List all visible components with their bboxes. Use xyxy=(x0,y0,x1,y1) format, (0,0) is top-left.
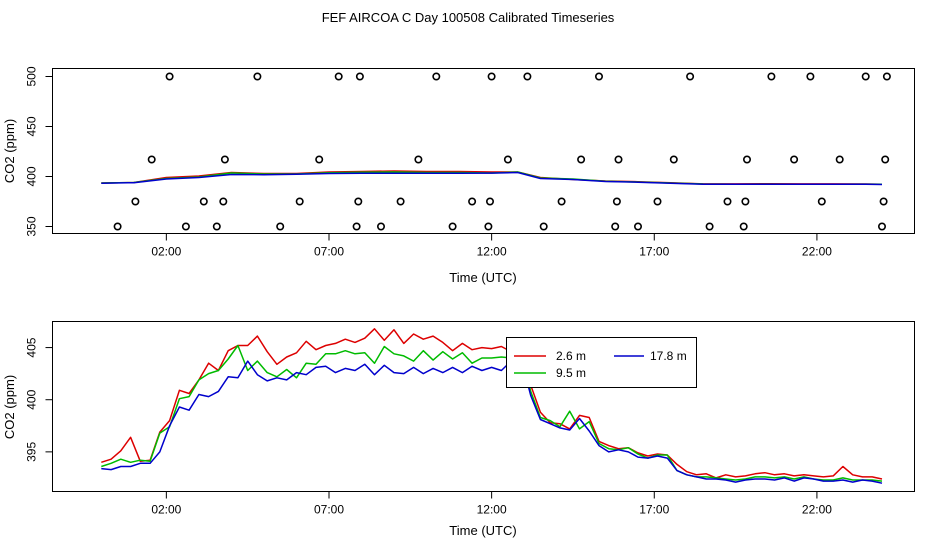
top-scatter-point xyxy=(741,197,750,206)
top-scatter-point xyxy=(376,222,385,231)
legend-label-17-8m: 17.8 m xyxy=(650,349,687,363)
bottom-x-tick-label: 07:00 xyxy=(314,503,344,517)
top-scatter-point xyxy=(882,72,891,81)
top-scatter-point xyxy=(611,222,620,231)
top-scatter-point xyxy=(219,197,228,206)
top-plot-frame xyxy=(52,68,915,234)
top-scatter-point xyxy=(220,155,229,164)
top-x-tick-label: 22:00 xyxy=(802,245,832,259)
top-x-axis: 02:00 07:00 12:00 17:00 22:00 xyxy=(151,233,832,259)
legend-label-2-6m: 2.6 m xyxy=(556,349,586,363)
top-scatter-point xyxy=(487,72,496,81)
top-scatter-point xyxy=(199,197,208,206)
top-scatter-point xyxy=(612,197,621,206)
top-scatter-point xyxy=(503,155,512,164)
top-scatter-point xyxy=(315,155,324,164)
top-scatter-point xyxy=(767,72,776,81)
legend-box xyxy=(506,337,697,388)
top-scatter-point xyxy=(705,222,714,231)
bottom-series-line-9-5-m xyxy=(101,344,883,482)
top-scatter-point xyxy=(131,197,140,206)
top-panel: 02:00 07:00 12:00 17:00 22:00 350 400 450 500 T… xyxy=(2,66,915,285)
bottom-x-tick-label: 17:00 xyxy=(639,503,669,517)
top-scatter-point xyxy=(165,72,174,81)
bottom-x-axis-title: Time (UTC) xyxy=(449,523,516,538)
top-scatter-point xyxy=(485,197,494,206)
bottom-y-tick-label: 395 xyxy=(25,442,39,462)
top-scatter-point xyxy=(881,155,890,164)
top-scatter-point xyxy=(396,197,405,206)
top-y-tick-label: 400 xyxy=(25,166,39,186)
top-x-tick-label: 02:00 xyxy=(151,245,181,259)
bottom-plot-frame xyxy=(52,321,915,492)
top-x-axis-title: Time (UTC) xyxy=(449,270,516,285)
top-scatter-point xyxy=(334,72,343,81)
top-scatter-point xyxy=(523,72,532,81)
top-scatter-point xyxy=(276,222,285,231)
top-series-line-17-8-m xyxy=(101,171,883,186)
top-scatter-point xyxy=(686,72,695,81)
chart-title: FEF AIRCOA C Day 100508 Calibrated Times… xyxy=(322,10,615,25)
bottom-panel: 02:00 07:00 12:00 17:00 22:00 395 400 405 Time… xyxy=(2,321,915,538)
bottom-x-tick-label: 22:00 xyxy=(802,503,832,517)
top-scatter-point xyxy=(614,155,623,164)
bottom-series-line-17-8-m xyxy=(101,356,883,484)
bottom-y-axis-title: CO2 (ppm) xyxy=(2,375,17,439)
top-scatter-point xyxy=(113,222,122,231)
top-scatter-point xyxy=(212,222,221,231)
top-scatter-point xyxy=(861,72,870,81)
top-scatter-point xyxy=(295,197,304,206)
top-scatter-point xyxy=(557,197,566,206)
top-scatter-point xyxy=(484,222,493,231)
top-data-layer xyxy=(101,72,891,231)
bottom-x-axis: 02:00 07:00 12:00 17:00 22:00 xyxy=(151,491,832,517)
top-y-axis-title: CO2 (ppm) xyxy=(2,119,17,183)
bottom-x-tick-label: 02:00 xyxy=(151,503,181,517)
top-scatter-point xyxy=(468,197,477,206)
top-scatter-point xyxy=(669,155,678,164)
top-x-tick-label: 12:00 xyxy=(477,245,507,259)
bottom-y-tick-label: 400 xyxy=(25,389,39,409)
top-scatter-point xyxy=(147,155,156,164)
top-scatter-point xyxy=(181,222,190,231)
top-scatter-point xyxy=(817,197,826,206)
top-scatter-point xyxy=(739,222,748,231)
top-scatter-point xyxy=(806,72,815,81)
bottom-y-axis: 395 400 405 xyxy=(25,337,53,462)
top-scatter-point xyxy=(790,155,799,164)
top-scatter-point xyxy=(594,72,603,81)
top-scatter-point xyxy=(432,72,441,81)
top-scatter-point xyxy=(723,197,732,206)
top-scatter-point xyxy=(352,222,361,231)
top-y-tick-label: 500 xyxy=(25,66,39,86)
top-scatter-point xyxy=(354,197,363,206)
top-scatter-point xyxy=(355,72,364,81)
top-y-axis: 350 400 450 500 xyxy=(25,66,53,237)
top-scatter-point xyxy=(835,155,844,164)
top-x-tick-label: 07:00 xyxy=(314,245,344,259)
top-scatter-point xyxy=(742,155,751,164)
top-scatter-point xyxy=(448,222,457,231)
top-scatter-point xyxy=(877,222,886,231)
bottom-data-layer xyxy=(101,328,883,484)
legend-label-9-5m: 9.5 m xyxy=(556,366,586,380)
legend: 2.6 m 17.8 m 9.5 m xyxy=(506,337,697,388)
top-scatter-point xyxy=(633,222,642,231)
top-scatter-point xyxy=(414,155,423,164)
top-scatter-point xyxy=(253,72,262,81)
top-scatter-point xyxy=(879,197,888,206)
top-scatter-point xyxy=(653,197,662,206)
bottom-x-tick-label: 12:00 xyxy=(477,503,507,517)
top-y-tick-label: 350 xyxy=(25,216,39,236)
bottom-series-line-2-6-m xyxy=(101,328,883,480)
bottom-y-tick-label: 405 xyxy=(25,337,39,357)
top-scatter-point xyxy=(539,222,548,231)
top-x-tick-label: 17:00 xyxy=(639,245,669,259)
top-y-tick-label: 450 xyxy=(25,116,39,136)
top-scatter-point xyxy=(577,155,586,164)
